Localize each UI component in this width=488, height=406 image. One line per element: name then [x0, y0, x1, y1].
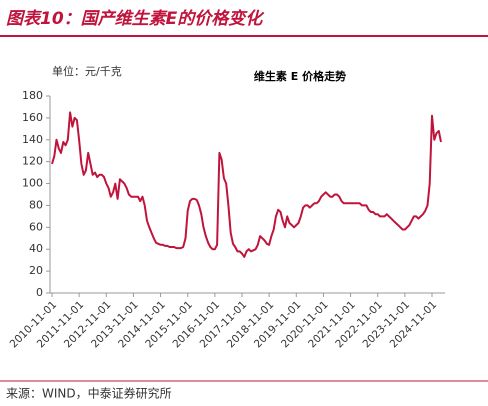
y-tick-label: 160: [22, 111, 43, 124]
y-tick-label: 120: [22, 155, 43, 168]
y-tick-label: 40: [29, 242, 43, 255]
y-tick-label: 100: [22, 177, 43, 190]
y-tick-label: 80: [29, 198, 43, 211]
unit-label: 单位：元/千克: [52, 64, 122, 78]
chart-title: 维生素 E 价格走势: [254, 69, 346, 83]
y-tick-label: 20: [29, 264, 43, 277]
price-line: [51, 111, 442, 258]
y-tick-label: 180: [22, 89, 43, 102]
source: 来源：WIND，中泰证券研究所: [6, 386, 172, 401]
y-tick-label: 140: [22, 133, 43, 146]
page-title: 图表10：国产维生素E的价格变化: [6, 9, 265, 29]
y-tick-label: 60: [29, 220, 43, 233]
y-tick-label: 0: [36, 286, 43, 299]
